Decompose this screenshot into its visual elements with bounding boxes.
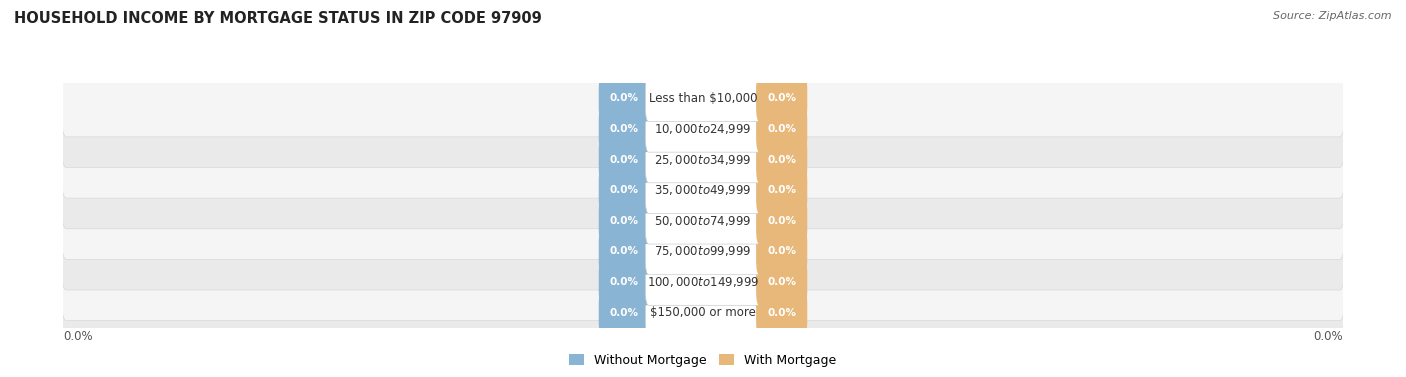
Text: 0.0%: 0.0% <box>610 277 638 287</box>
Text: $100,000 to $149,999: $100,000 to $149,999 <box>647 275 759 289</box>
FancyBboxPatch shape <box>645 167 761 213</box>
Text: 0.0%: 0.0% <box>610 155 638 164</box>
FancyBboxPatch shape <box>645 136 761 183</box>
FancyBboxPatch shape <box>599 167 650 213</box>
Text: $25,000 to $34,999: $25,000 to $34,999 <box>654 153 752 167</box>
Text: $150,000 or more: $150,000 or more <box>650 306 756 319</box>
Legend: Without Mortgage, With Mortgage: Without Mortgage, With Mortgage <box>569 354 837 367</box>
FancyBboxPatch shape <box>756 167 807 213</box>
Text: 0.0%: 0.0% <box>1313 329 1343 343</box>
Text: 0.0%: 0.0% <box>768 216 796 226</box>
FancyBboxPatch shape <box>599 136 650 183</box>
Text: $50,000 to $74,999: $50,000 to $74,999 <box>654 214 752 228</box>
Text: 0.0%: 0.0% <box>610 185 638 195</box>
FancyBboxPatch shape <box>756 136 807 183</box>
Text: Source: ZipAtlas.com: Source: ZipAtlas.com <box>1274 11 1392 21</box>
FancyBboxPatch shape <box>599 75 650 121</box>
FancyBboxPatch shape <box>645 75 761 121</box>
Text: 0.0%: 0.0% <box>768 155 796 164</box>
FancyBboxPatch shape <box>599 198 650 244</box>
FancyBboxPatch shape <box>756 198 807 244</box>
Text: 0.0%: 0.0% <box>768 124 796 134</box>
FancyBboxPatch shape <box>62 182 1344 259</box>
Text: 0.0%: 0.0% <box>610 308 638 318</box>
FancyBboxPatch shape <box>599 106 650 152</box>
FancyBboxPatch shape <box>756 106 807 152</box>
Text: Less than $10,000: Less than $10,000 <box>648 92 758 105</box>
Text: 0.0%: 0.0% <box>768 277 796 287</box>
Text: 0.0%: 0.0% <box>610 124 638 134</box>
Text: 0.0%: 0.0% <box>768 93 796 103</box>
FancyBboxPatch shape <box>62 121 1344 198</box>
FancyBboxPatch shape <box>62 60 1344 137</box>
FancyBboxPatch shape <box>645 228 761 275</box>
Text: $10,000 to $24,999: $10,000 to $24,999 <box>654 122 752 136</box>
Text: $75,000 to $99,999: $75,000 to $99,999 <box>654 244 752 258</box>
Text: 0.0%: 0.0% <box>768 185 796 195</box>
Text: 0.0%: 0.0% <box>610 247 638 256</box>
FancyBboxPatch shape <box>756 290 807 336</box>
Text: 0.0%: 0.0% <box>610 216 638 226</box>
FancyBboxPatch shape <box>645 259 761 305</box>
FancyBboxPatch shape <box>756 75 807 121</box>
FancyBboxPatch shape <box>756 228 807 275</box>
Text: 0.0%: 0.0% <box>63 329 93 343</box>
FancyBboxPatch shape <box>645 198 761 244</box>
FancyBboxPatch shape <box>599 228 650 275</box>
FancyBboxPatch shape <box>62 152 1344 229</box>
FancyBboxPatch shape <box>599 290 650 336</box>
FancyBboxPatch shape <box>645 106 761 152</box>
FancyBboxPatch shape <box>62 274 1344 351</box>
FancyBboxPatch shape <box>62 90 1344 167</box>
Text: 0.0%: 0.0% <box>768 247 796 256</box>
Text: $35,000 to $49,999: $35,000 to $49,999 <box>654 183 752 197</box>
Text: 0.0%: 0.0% <box>768 308 796 318</box>
FancyBboxPatch shape <box>599 259 650 305</box>
FancyBboxPatch shape <box>756 259 807 305</box>
FancyBboxPatch shape <box>645 290 761 336</box>
FancyBboxPatch shape <box>62 213 1344 290</box>
Text: HOUSEHOLD INCOME BY MORTGAGE STATUS IN ZIP CODE 97909: HOUSEHOLD INCOME BY MORTGAGE STATUS IN Z… <box>14 11 541 26</box>
FancyBboxPatch shape <box>62 244 1344 320</box>
Text: 0.0%: 0.0% <box>610 93 638 103</box>
